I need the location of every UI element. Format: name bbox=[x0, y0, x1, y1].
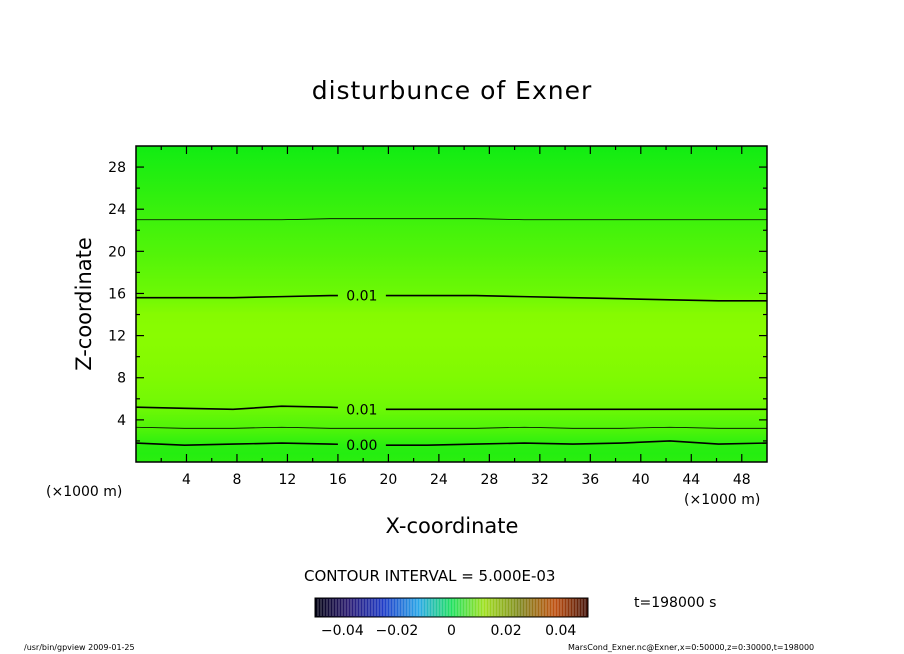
x-tick-label: 24 bbox=[430, 472, 448, 488]
colorbar-tick-label: −0.04 bbox=[321, 623, 364, 639]
time-label: t=198000 s bbox=[634, 595, 717, 611]
contour-interval-label: CONTOUR INTERVAL = 5.000E-03 bbox=[304, 567, 556, 585]
y-tick-label: 20 bbox=[108, 244, 126, 260]
x-tick-label: 40 bbox=[632, 472, 650, 488]
y-axis-unit: (×1000 m) bbox=[46, 484, 123, 500]
colorbar-tick-label: 0.04 bbox=[545, 623, 576, 639]
contour-label: 0.01 bbox=[346, 289, 377, 305]
colorbar-tick-label: 0.02 bbox=[491, 623, 522, 639]
x-tick-label: 36 bbox=[581, 472, 599, 488]
contour-lines: 0.00 0.01 0.01 bbox=[135, 218, 768, 454]
x-tick-label: 28 bbox=[480, 472, 498, 488]
colorbar-tick-label: −0.02 bbox=[375, 623, 418, 639]
colorbar bbox=[314, 597, 589, 618]
x-tick-label: 20 bbox=[379, 472, 397, 488]
contour-label: 0.01 bbox=[346, 402, 377, 418]
y-tick-label: 8 bbox=[117, 371, 126, 387]
contour-line bbox=[385, 294, 767, 302]
contour-label: 0.00 bbox=[346, 438, 377, 454]
chart-title: disturbunce of Exner bbox=[311, 76, 593, 105]
contour-line bbox=[135, 442, 338, 446]
contour-line bbox=[135, 405, 338, 411]
contour-line bbox=[385, 440, 768, 446]
x-axis-unit: (×1000 m) bbox=[684, 492, 761, 508]
x-tick-label: 16 bbox=[329, 472, 347, 488]
x-tick-label: 32 bbox=[531, 472, 549, 488]
footer-right-text: MarsCond_Exner.nc@Exner,x=0:50000,z=0:30… bbox=[568, 643, 815, 652]
x-tick-label: 8 bbox=[232, 472, 241, 488]
y-tick-label: 12 bbox=[108, 329, 126, 345]
x-tick-label: 44 bbox=[682, 472, 700, 488]
y-tick-label: 24 bbox=[108, 202, 126, 218]
footer-left-text: /usr/bin/gpview 2009-01-25 bbox=[24, 643, 135, 652]
contour-line bbox=[135, 426, 767, 429]
y-tick-label: 4 bbox=[117, 413, 126, 429]
contour-line bbox=[136, 294, 338, 299]
field-shading bbox=[136, 146, 767, 462]
plot-frame bbox=[135, 145, 768, 463]
x-tick-label: 48 bbox=[733, 472, 751, 488]
colorbar-stripes bbox=[317, 599, 586, 616]
y-tick-label: 28 bbox=[108, 160, 126, 176]
y-tick-label: 16 bbox=[108, 286, 126, 302]
x-tick-label: 12 bbox=[279, 472, 297, 488]
contour-line bbox=[136, 218, 767, 221]
x-tick-label: 4 bbox=[182, 472, 191, 488]
colorbar-tick-label: 0 bbox=[447, 623, 456, 639]
colorbar-tick-labels: −0.04 −0.02 0 0.02 0.04 bbox=[321, 623, 577, 639]
x-axis-label: X-coordinate bbox=[385, 514, 519, 538]
